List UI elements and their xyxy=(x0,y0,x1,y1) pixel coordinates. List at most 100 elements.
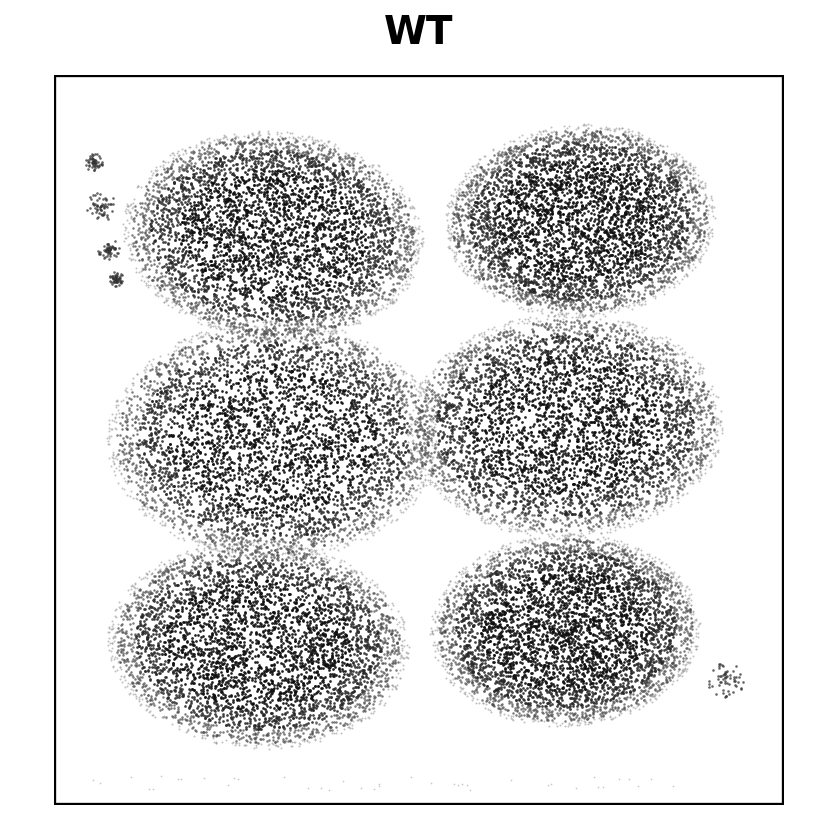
Point xyxy=(156,222,169,236)
Point xyxy=(677,473,691,486)
Point xyxy=(411,227,424,240)
Point xyxy=(142,383,155,397)
Point xyxy=(661,626,675,639)
Point xyxy=(174,678,188,691)
Point xyxy=(560,413,573,427)
Point xyxy=(242,711,256,725)
Point xyxy=(315,651,328,664)
Point xyxy=(207,385,220,398)
Point xyxy=(652,665,665,678)
Point xyxy=(397,388,411,402)
Point xyxy=(477,325,490,339)
Point xyxy=(119,625,132,638)
Point xyxy=(248,208,261,221)
Point xyxy=(213,187,226,200)
Point xyxy=(340,601,354,614)
Point xyxy=(563,468,577,481)
Point xyxy=(361,230,375,243)
Point xyxy=(215,678,228,691)
Point xyxy=(142,476,156,489)
Point xyxy=(282,653,296,666)
Point xyxy=(520,234,534,247)
Point xyxy=(237,144,251,157)
Point xyxy=(250,567,263,580)
Point xyxy=(288,600,302,613)
Point xyxy=(705,229,718,242)
Point xyxy=(561,245,574,258)
Point xyxy=(344,564,357,577)
Point xyxy=(106,660,120,673)
Point xyxy=(145,164,158,178)
Point xyxy=(652,447,665,460)
Point xyxy=(657,358,670,371)
Point xyxy=(569,186,582,199)
Point xyxy=(489,376,503,389)
Point xyxy=(458,602,472,615)
Point xyxy=(644,266,658,280)
Point xyxy=(318,547,331,560)
Point xyxy=(240,193,253,206)
Point xyxy=(280,442,293,455)
Point xyxy=(392,232,406,246)
Point xyxy=(209,657,222,670)
Point xyxy=(520,701,534,714)
Point xyxy=(693,252,706,266)
Point xyxy=(361,430,375,443)
Point xyxy=(548,184,561,198)
Point xyxy=(221,778,235,791)
Point xyxy=(287,325,300,339)
Point xyxy=(453,588,466,601)
Point xyxy=(592,469,605,482)
Point xyxy=(319,469,333,482)
Point xyxy=(91,159,104,173)
Point xyxy=(133,226,147,239)
Point xyxy=(157,381,170,394)
Point xyxy=(180,627,194,641)
Point xyxy=(197,290,210,303)
Point xyxy=(487,246,500,259)
Point xyxy=(177,248,190,261)
Point xyxy=(163,428,176,442)
Point xyxy=(307,623,320,637)
Point xyxy=(204,476,217,489)
Point xyxy=(683,634,696,647)
Point xyxy=(540,549,553,562)
Point xyxy=(482,232,495,246)
Point xyxy=(121,611,134,624)
Point xyxy=(539,401,552,414)
Point xyxy=(250,253,263,266)
Point xyxy=(122,437,135,450)
Point xyxy=(487,166,500,179)
Point xyxy=(269,580,282,593)
Point xyxy=(284,208,297,222)
Point xyxy=(702,400,716,413)
Point xyxy=(584,262,597,276)
Point xyxy=(325,598,339,611)
Point xyxy=(383,258,396,271)
Point xyxy=(608,256,621,270)
Point xyxy=(586,663,599,676)
Point xyxy=(488,266,501,279)
Point xyxy=(331,231,344,244)
Point xyxy=(257,187,271,200)
Point xyxy=(443,354,457,367)
Point xyxy=(669,206,682,219)
Point xyxy=(506,178,520,192)
Point xyxy=(276,553,289,566)
Point xyxy=(643,688,656,701)
Point xyxy=(291,146,304,159)
Point xyxy=(654,486,667,500)
Point xyxy=(513,198,526,212)
Point xyxy=(648,178,661,192)
Point xyxy=(457,188,470,202)
Point xyxy=(626,437,639,451)
Point xyxy=(334,676,347,689)
Point xyxy=(465,606,478,619)
Point xyxy=(481,658,494,671)
Point xyxy=(318,679,332,692)
Point xyxy=(681,237,695,251)
Point xyxy=(162,564,175,578)
Point xyxy=(619,662,633,676)
Point xyxy=(510,173,523,186)
Point xyxy=(222,421,235,434)
